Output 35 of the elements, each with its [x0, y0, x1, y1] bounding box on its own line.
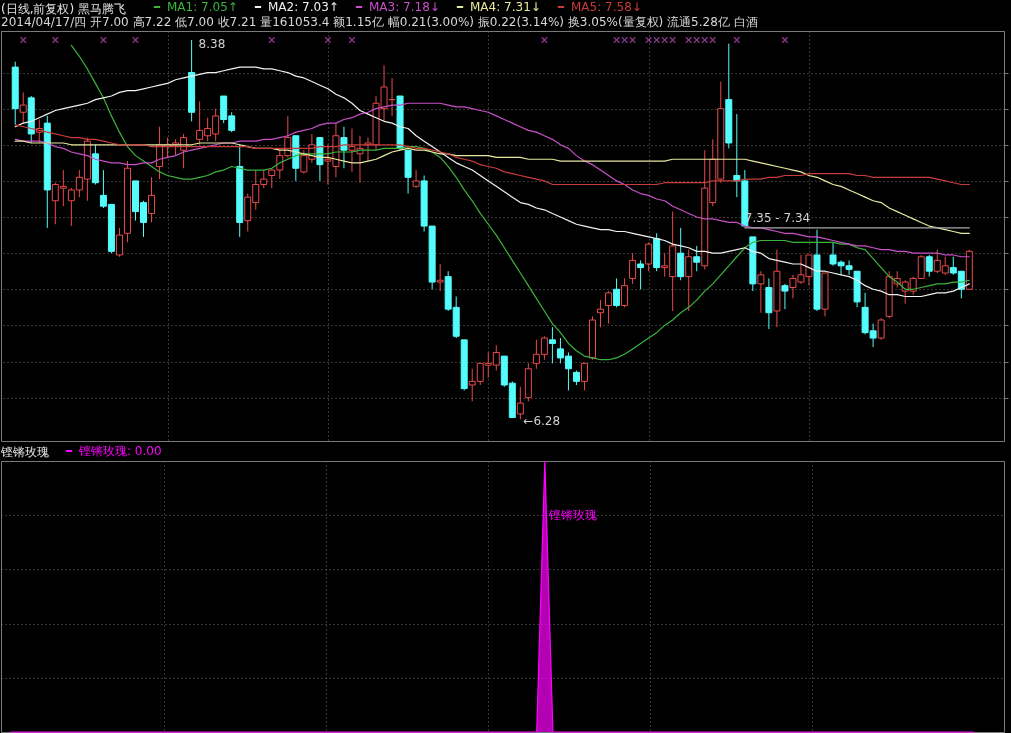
candlestick — [436, 263, 444, 292]
candlestick — [597, 299, 605, 328]
annotation: 铿锵玫瑰 — [547, 508, 597, 523]
candlestick — [580, 362, 588, 391]
candlestick — [685, 249, 693, 312]
candlestick — [605, 290, 613, 325]
candlestick — [621, 277, 629, 308]
candlestick — [645, 241, 653, 272]
candlestick — [677, 227, 685, 281]
candlestick — [693, 245, 701, 272]
text: 8.38 — [198, 37, 226, 52]
candlestick — [925, 254, 933, 278]
candlestick — [877, 317, 885, 341]
candlestick — [629, 252, 637, 285]
candlestick — [637, 259, 645, 290]
legend-label: MA4: 7.31↓ — [470, 0, 541, 14]
candlestick — [781, 283, 789, 310]
legend-label: MA3: 7.18↓ — [369, 0, 440, 14]
legend-label: MA2: 7.03↑ — [268, 0, 339, 14]
candlestick — [548, 326, 556, 364]
candlestick — [148, 176, 156, 223]
candlestick — [115, 227, 123, 258]
legend-label: 铿锵玫瑰: 0.00 — [78, 444, 162, 458]
chart-title: 铿锵玫瑰 — [0, 445, 49, 459]
candlestick — [757, 270, 765, 314]
candlestick — [340, 126, 348, 169]
candlestick — [516, 386, 524, 420]
text: ←6.28 — [523, 414, 561, 429]
candlestick — [19, 91, 27, 124]
chart-subtitle: 2014/04/17/四 开7.00 高7.22 低7.00 收7.21 量161053.4 额1.15亿 幅0.21(3.00%) 振0.22(3.14%) 换3.05%(量复权) 流通5.28亿 白酒 — [1, 15, 758, 29]
candlestick — [412, 169, 420, 189]
legend-label: MA5: 7.58↓ — [571, 0, 642, 14]
candlestick — [613, 277, 621, 308]
chart-title: (日线,前复权) 黑马腾飞 — [1, 2, 126, 16]
legend-label: MA1: 7.05↑ — [167, 0, 238, 14]
